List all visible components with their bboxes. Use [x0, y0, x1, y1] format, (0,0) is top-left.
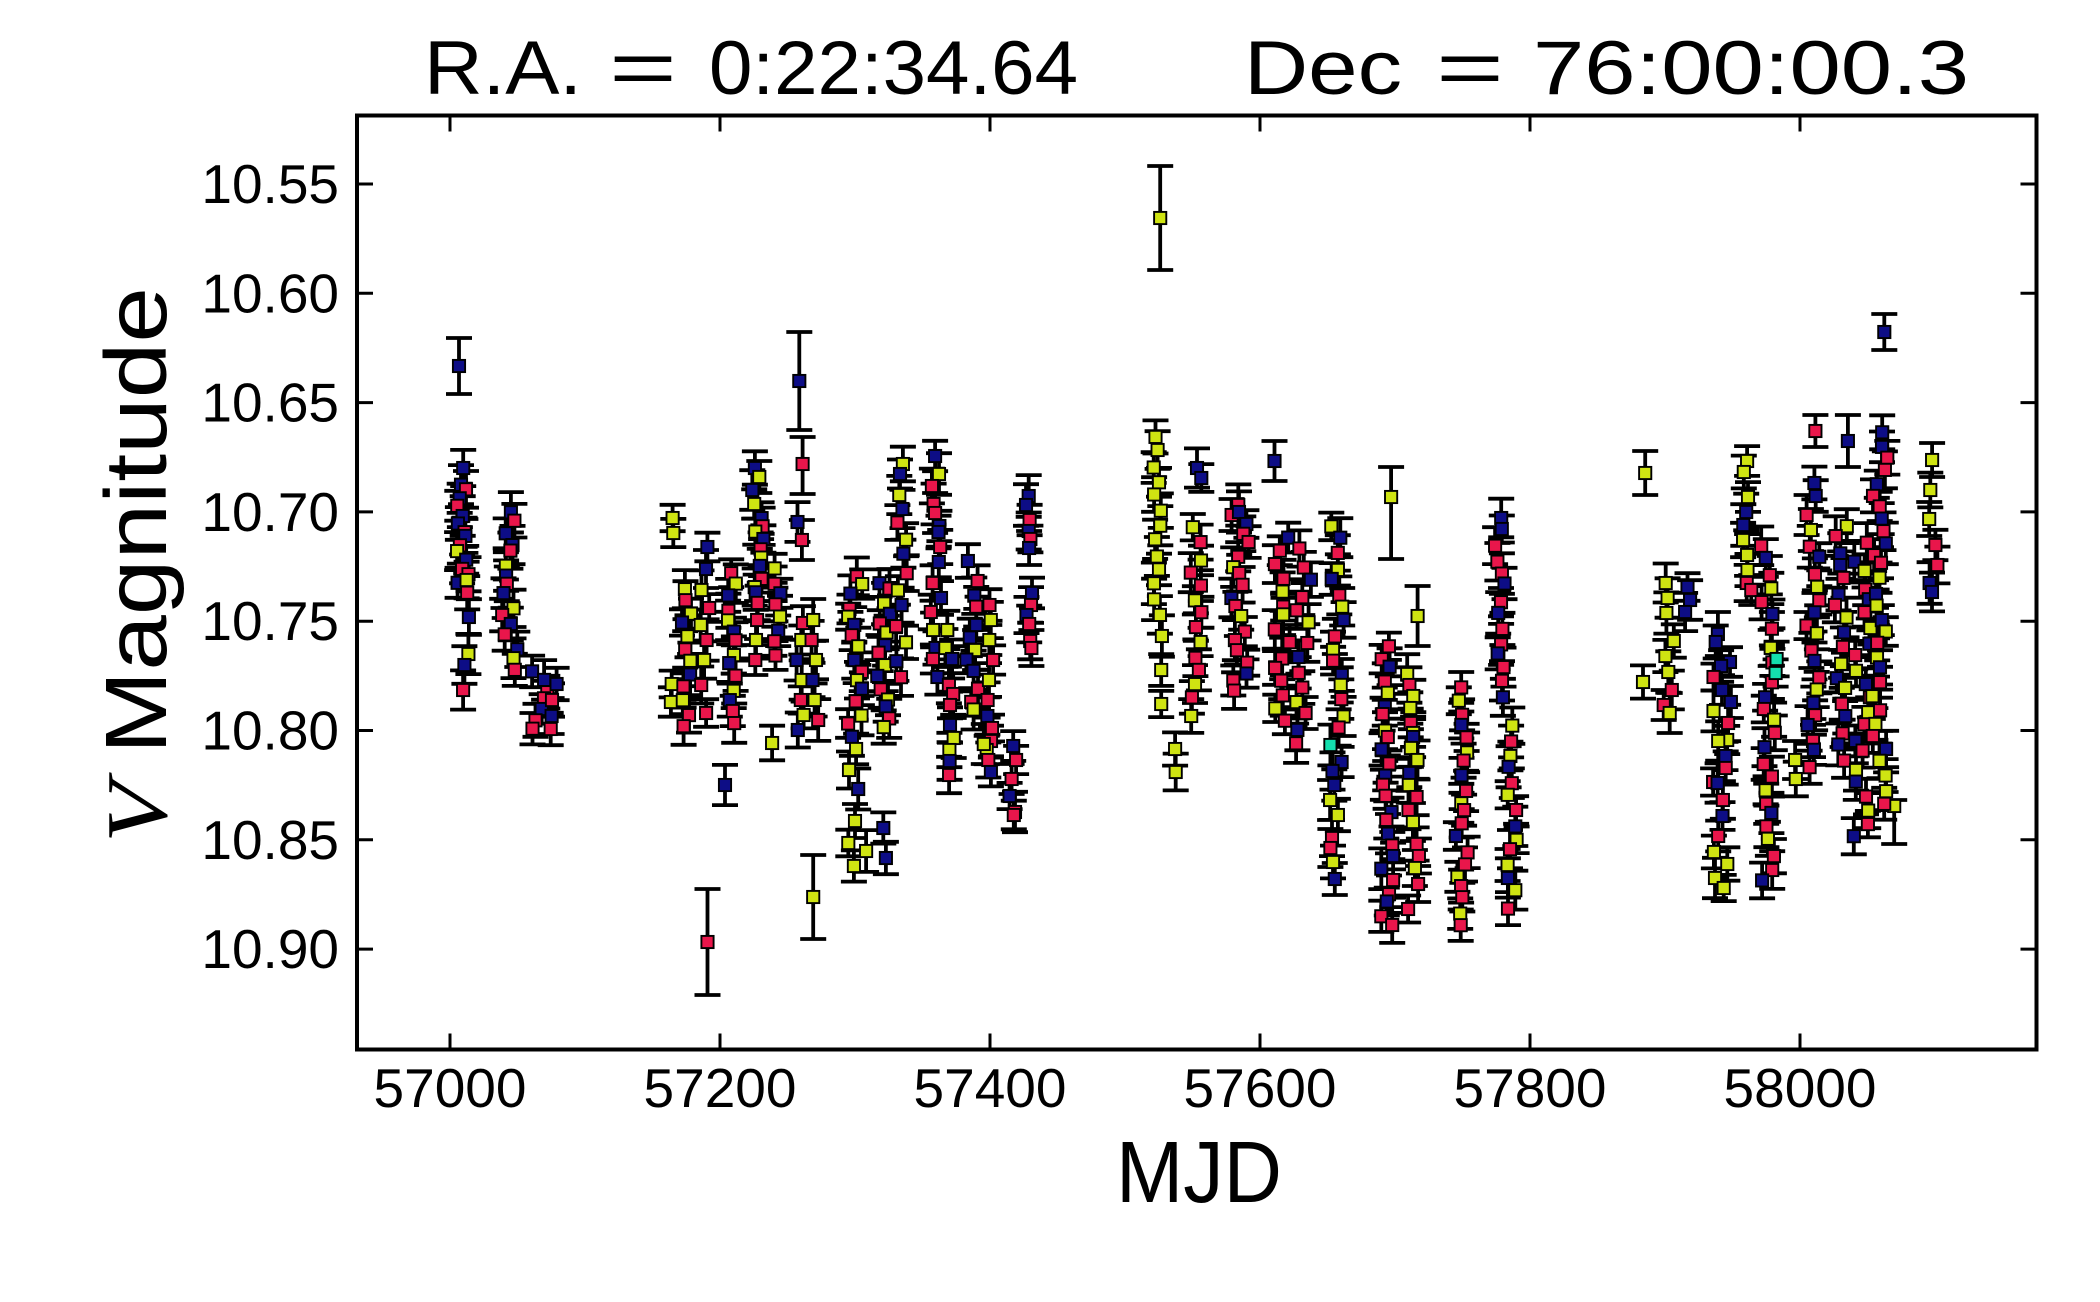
svg-text:10.60: 10.60 [201, 262, 339, 324]
svg-text:57400: 57400 [914, 1057, 1067, 1119]
svg-text:Dec: Dec [1244, 26, 1402, 111]
svg-text:57800: 57800 [1454, 1057, 1607, 1119]
svg-text:=: = [1436, 26, 1504, 111]
svg-text:R.A.: R.A. [424, 26, 582, 111]
svg-text:57600: 57600 [1184, 1057, 1337, 1119]
svg-text:10.75: 10.75 [201, 590, 339, 652]
svg-text:10.55: 10.55 [201, 153, 339, 215]
svg-text:V Magnitude: V Magnitude [88, 287, 185, 843]
svg-text:10.80: 10.80 [201, 700, 339, 762]
svg-text:10.90: 10.90 [201, 918, 339, 980]
svg-text:10.70: 10.70 [201, 481, 339, 543]
svg-text:MJD: MJD [1116, 1124, 1282, 1221]
svg-text:57200: 57200 [644, 1057, 797, 1119]
svg-text:76:00:00.3: 76:00:00.3 [1533, 26, 1969, 111]
svg-text:10.65: 10.65 [201, 372, 339, 434]
svg-text:=: = [609, 26, 677, 111]
svg-text:10.85: 10.85 [201, 809, 339, 871]
svg-text:58000: 58000 [1724, 1057, 1877, 1119]
svg-text:0:22:34.64: 0:22:34.64 [709, 26, 1078, 111]
svg-text:57000: 57000 [374, 1057, 527, 1119]
